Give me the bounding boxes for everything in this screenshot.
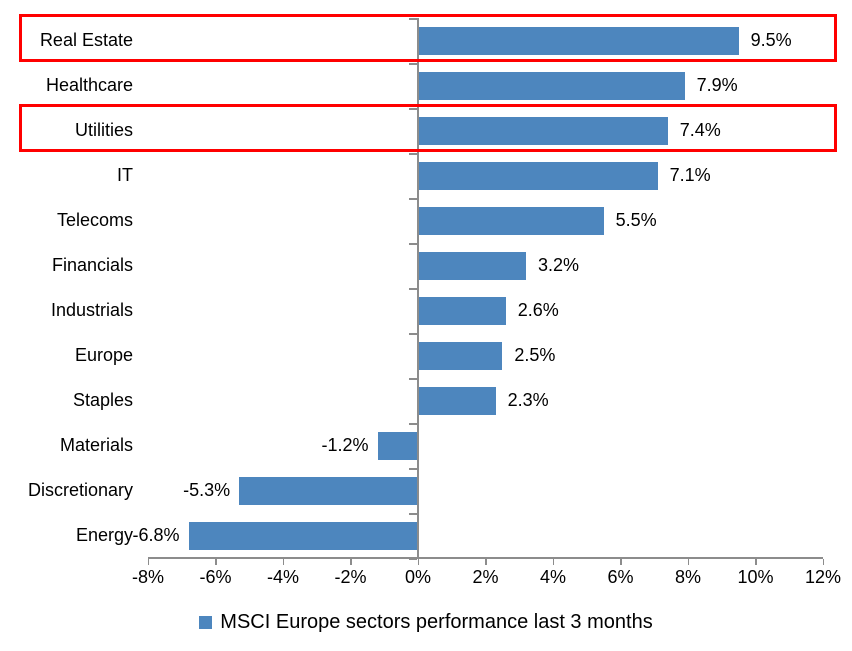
bar bbox=[188, 521, 418, 550]
category-label: IT bbox=[117, 165, 133, 185]
value-axis-tick-label: 8% bbox=[674, 567, 702, 587]
bar bbox=[418, 296, 506, 325]
value-axis-tick bbox=[620, 559, 622, 565]
value-axis-tick bbox=[282, 559, 284, 565]
value-axis-tick bbox=[485, 559, 487, 565]
category-axis-tick bbox=[409, 198, 417, 200]
category-label: Telecoms bbox=[56, 210, 133, 230]
value-axis-tick bbox=[822, 559, 824, 565]
bar bbox=[418, 26, 739, 55]
category-axis-line bbox=[417, 18, 419, 558]
category-axis-tick bbox=[409, 153, 417, 155]
data-label: 2.6% bbox=[517, 300, 559, 320]
value-axis-tick-label: 2% bbox=[472, 567, 499, 587]
category-axis-tick bbox=[409, 378, 417, 380]
legend: MSCI Europe sectors performance last 3 m… bbox=[0, 611, 852, 634]
category-label: Utilities bbox=[74, 120, 133, 140]
bar bbox=[418, 386, 496, 415]
category-axis-tick bbox=[409, 468, 417, 470]
category-axis-tick bbox=[409, 18, 417, 20]
category-label: Energy bbox=[75, 525, 133, 545]
data-label: 2.5% bbox=[514, 345, 556, 365]
bar bbox=[418, 161, 658, 190]
data-label: 9.5% bbox=[750, 30, 792, 50]
bar bbox=[418, 206, 604, 235]
bar bbox=[418, 341, 503, 370]
category-label: Staples bbox=[72, 390, 133, 410]
category-axis-tick bbox=[409, 423, 417, 425]
value-axis-tick-label: 4% bbox=[539, 567, 567, 587]
category-label: Financials bbox=[51, 255, 133, 275]
data-label: -5.3% bbox=[183, 480, 231, 500]
category-axis-tick bbox=[409, 243, 417, 245]
category-label: Healthcare bbox=[45, 75, 133, 95]
data-label: 5.5% bbox=[615, 210, 657, 230]
category-label: Industrials bbox=[50, 300, 133, 320]
value-axis-tick-label: -2% bbox=[334, 567, 367, 587]
value-axis-tick-label: -8% bbox=[131, 567, 165, 587]
legend-marker-icon bbox=[199, 616, 213, 629]
value-axis-tick bbox=[687, 559, 689, 565]
category-axis-tick bbox=[409, 333, 417, 335]
category-axis-tick bbox=[409, 513, 417, 515]
value-axis-tick-label: 0% bbox=[404, 567, 432, 587]
value-axis-tick bbox=[552, 559, 554, 565]
data-label: 7.4% bbox=[679, 120, 721, 140]
bar bbox=[418, 116, 668, 145]
bar bbox=[418, 251, 526, 280]
category-label: Materials bbox=[59, 435, 133, 455]
data-label: 3.2% bbox=[538, 255, 580, 275]
value-axis-tick bbox=[350, 559, 352, 565]
bar bbox=[418, 71, 685, 100]
highlight-box bbox=[19, 14, 837, 62]
value-axis-tick bbox=[755, 559, 757, 565]
value-axis-tick bbox=[215, 559, 217, 565]
value-axis-tick-label: -4% bbox=[266, 567, 300, 587]
category-label: Europe bbox=[74, 345, 133, 365]
category-label: Discretionary bbox=[27, 480, 133, 500]
highlight-box bbox=[19, 104, 837, 152]
category-axis-tick bbox=[409, 63, 417, 65]
value-axis-tick-label: 12% bbox=[804, 567, 842, 587]
value-axis-tick bbox=[147, 559, 149, 565]
data-label: -6.8% bbox=[132, 525, 180, 545]
value-axis-tick-label: -6% bbox=[199, 567, 232, 587]
category-label: Real Estate bbox=[39, 30, 133, 50]
value-axis-tick-label: 10% bbox=[737, 567, 774, 587]
bar bbox=[239, 476, 418, 505]
category-axis-tick bbox=[409, 288, 417, 290]
legend-label: MSCI Europe sectors performance last 3 m… bbox=[220, 611, 653, 633]
data-label: 7.1% bbox=[669, 165, 711, 185]
data-label: 7.9% bbox=[696, 75, 738, 95]
value-axis-tick bbox=[417, 559, 419, 565]
category-axis-tick bbox=[409, 108, 417, 110]
data-label: 2.3% bbox=[507, 390, 549, 410]
bar bbox=[377, 431, 418, 460]
data-label: -1.2% bbox=[321, 435, 369, 455]
value-axis-tick-label: 6% bbox=[607, 567, 634, 587]
value-axis-line bbox=[148, 557, 823, 559]
